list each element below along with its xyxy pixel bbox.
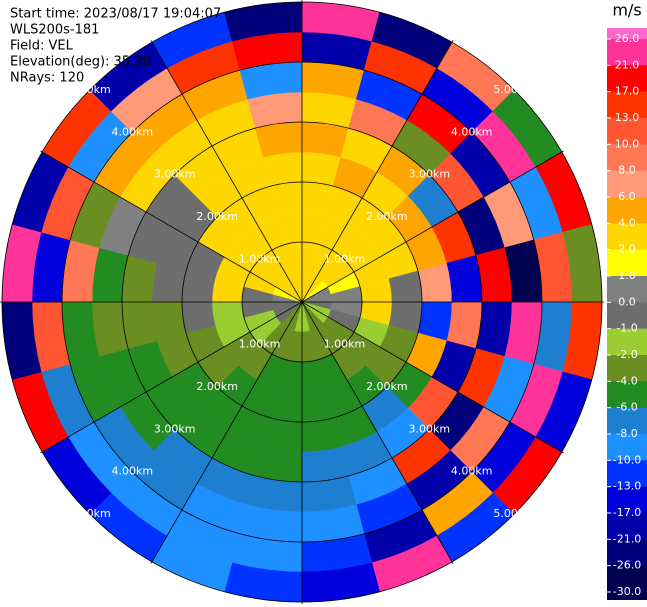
colorbar-bin	[607, 460, 647, 488]
range-label: 1.00km	[324, 253, 366, 266]
range-label: 3.00km	[154, 422, 196, 435]
info-line: Elevation(deg): 35.30	[10, 55, 151, 70]
colorbar-tick-label: 4.0	[618, 216, 636, 229]
range-label: 2.00km	[196, 210, 238, 223]
colorbar-bin	[607, 565, 647, 593]
colorbar-bin	[607, 65, 647, 93]
colorbar-bin	[607, 513, 647, 540]
field	[1, 1, 603, 603]
gate	[446, 255, 483, 303]
colorbar-tick-label: 21.0	[615, 58, 640, 71]
info-line: WLS200s-181	[10, 23, 99, 38]
range-label: 1.00km	[239, 253, 281, 266]
range-ring	[241, 241, 363, 363]
info: Start time: 2023/08/17 19:04:07WLS200s-1…	[10, 7, 221, 86]
colorbar-bin	[607, 302, 647, 330]
colorbar-tick-label: 17.0	[615, 85, 640, 98]
colorbar-tick-label: 2.0	[618, 243, 636, 256]
colorbar-under	[607, 592, 647, 600]
range-label: 5.00km	[69, 507, 111, 520]
range-label: 1.00km	[324, 337, 366, 350]
colorbar-bin	[607, 486, 647, 514]
colorbar-bin	[607, 197, 647, 224]
colorbar-tick-label: -21.0	[613, 532, 641, 545]
colorbar-bin	[607, 249, 647, 277]
colorbar-tick-label: -10.0	[613, 453, 641, 466]
colorbar-tick-label: -2.0	[616, 348, 637, 361]
colorbar-bin	[607, 144, 647, 172]
range-label: 3.00km	[408, 168, 450, 181]
colorbar-tick-label: 26.0	[615, 32, 640, 45]
overlay: 1.00km 1.00km 1.00km 1.00km 2.00km 2.00km 2.00…	[0, 0, 604, 604]
colorbar-tick-label: -30.0	[613, 585, 641, 598]
spoke	[150, 40, 454, 564]
range-label: 4.00km	[451, 125, 493, 138]
colorbar-bin	[607, 328, 647, 356]
colorbar-label: m/s	[612, 1, 641, 20]
colorbar-tick-label: 1.0	[618, 269, 636, 282]
colorbar-tick-label: 10.0	[615, 137, 640, 150]
colorbar-tick-label: -17.0	[613, 506, 641, 519]
range-label: 5.00km	[493, 83, 535, 96]
colorbar-tick-label: -4.0	[616, 374, 637, 387]
colorbar-bin	[607, 39, 647, 66]
range-label: 5.00km	[69, 83, 111, 96]
colorbar-tick-label: 6.0	[618, 190, 636, 203]
colorbar-over	[607, 28, 647, 39]
range-ring	[1, 1, 603, 603]
colorbar-bin	[607, 170, 647, 198]
gate	[301, 121, 349, 158]
colorbar-bin	[607, 407, 647, 435]
range-ring	[61, 61, 543, 543]
colorbar-bin	[607, 91, 647, 119]
colorbar-tick-label: -13.0	[613, 480, 641, 493]
colorbar-bin	[607, 118, 647, 145]
colorbar-tick-label: 8.0	[618, 164, 636, 177]
range-label: 4.00km	[451, 465, 493, 478]
range-label: 4.00km	[112, 125, 154, 138]
colorbar-tick-label: 0.0	[618, 295, 636, 308]
colorbar-bin	[607, 223, 647, 251]
range-label: 2.00km	[196, 380, 238, 393]
colorbar-bin	[607, 381, 647, 409]
colorbar-tick-label: -6.0	[616, 401, 637, 414]
gate	[255, 446, 303, 483]
info-line: Field: VEL	[10, 39, 74, 54]
range-ring	[181, 181, 423, 423]
colorbar: 26.0 21.0 17.0 13.0 10.0 8.0 6.0 4.0 2.0 1.0 0.0 -1…	[607, 28, 647, 600]
colorbar-bin	[607, 276, 647, 303]
colorbar-tick-label: -26.0	[613, 559, 641, 572]
range-label: 5.00km	[493, 507, 535, 520]
colorbar-bin	[607, 539, 647, 567]
range-ring	[121, 121, 483, 483]
info-line: Start time: 2023/08/17 19:04:07	[10, 7, 221, 22]
colorbar-tick-label: -8.0	[616, 427, 637, 440]
gate	[121, 255, 158, 303]
gate	[121, 301, 158, 349]
gate	[301, 446, 349, 483]
range-label: 2.00km	[366, 380, 408, 393]
range-label: 2.00km	[366, 210, 408, 223]
range-label: 1.00km	[239, 337, 281, 350]
info-line: NRays: 120	[10, 71, 84, 86]
gate	[255, 121, 303, 158]
colorbar-tick-label: 13.0	[615, 111, 640, 124]
colorbar-bin	[607, 434, 647, 461]
range-label: 4.00km	[112, 465, 154, 478]
colorbar-tick-label: -1.0	[616, 322, 637, 335]
range-label: 3.00km	[408, 422, 450, 435]
range-label: 3.00km	[154, 168, 196, 181]
gate	[446, 301, 483, 349]
colorbar-bin	[607, 355, 647, 382]
